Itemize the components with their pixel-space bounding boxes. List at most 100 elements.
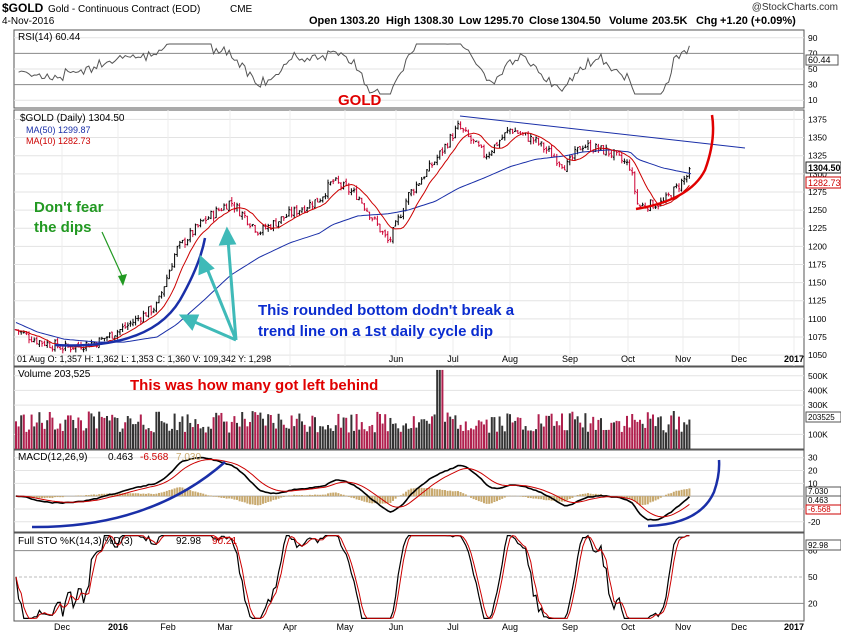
volume-bar [420,419,423,449]
volume-bar [472,429,475,449]
macd-histogram-bar [46,496,49,498]
volume-bar [298,413,301,449]
macd-histogram-bar [277,496,280,499]
macd-histogram-bar [288,495,290,497]
macd-histogram-bar [327,493,329,497]
volume-bar [301,421,303,449]
macd-histogram-bar [425,488,428,497]
macd-histogram-bar [464,494,467,497]
volume-bar [56,428,59,449]
volume-tick-label: 100K [808,429,828,439]
volume-bar [35,422,38,449]
volume-bar [347,432,350,449]
rsi-tick-label: 90 [808,33,818,43]
macd-histogram-bar [353,496,355,499]
macd-histogram-bar [555,496,558,502]
macd-histogram-bar [290,495,293,497]
macd-histogram-bar [542,496,545,500]
x-axis-label: Dec [54,622,71,632]
volume-bar [532,431,535,449]
macd-histogram-bar [90,494,93,497]
macd-histogram-bar [272,496,275,501]
volume-panel: Volume 203,525 This was how many got lef… [13,366,841,450]
volume-bar [121,428,124,449]
macd-histogram-bar [665,494,667,497]
price-tick-label: 1250 [808,205,827,215]
volume-bar [607,429,610,449]
volume-bar [176,430,179,449]
volume-bar [124,422,127,449]
volume-bar [626,415,628,449]
volume-bar [680,431,683,449]
macd-histogram-bar [535,496,537,499]
macd-histogram-bar [158,492,160,497]
macd-histogram-bar [672,491,675,497]
macd-histogram-bar [438,489,441,497]
volume-tick-label: 500K [808,371,828,381]
macd-histogram-bar [490,496,493,504]
macd-histogram-bar [394,496,397,499]
price-tick-label: 1225 [808,223,827,233]
low-value: 1295.70 [484,15,524,27]
volume-bar [639,419,641,449]
macd-histogram-bar [402,493,405,497]
volume-bar [490,417,493,449]
macd-histogram-bar [659,496,662,498]
volume-bar [267,414,270,449]
macd-histogram-bar [98,494,101,497]
volume-bar [641,423,644,449]
macd-histogram-bar [444,490,446,497]
volume-bar [384,414,387,449]
volume-bar [620,431,623,449]
macd-histogram-bar [225,496,228,499]
volume-bar [290,415,293,449]
macd-histogram-bar [95,494,98,497]
macd-histogram-bar [243,496,246,503]
macd-histogram-bar [649,496,652,503]
volume-bar [675,429,678,449]
sto-tick-label: 50 [808,572,818,582]
macd-histogram-bar [147,493,150,497]
volume-bar [321,426,324,449]
volume-bar [366,431,368,449]
macd-histogram-bar [537,496,540,500]
volume-bar [358,429,361,449]
macd-histogram-bar [129,493,132,497]
macd-histogram-bar [451,491,454,497]
macd-histogram-bar [56,496,59,498]
volume-bar [610,422,613,449]
macd-histogram-bar [345,495,348,497]
price-panel: $GOLD (Daily) 1304.50 MA(50) 1299.87 MA(… [13,92,841,367]
volume-bar [225,421,228,449]
volume-bar [488,432,491,449]
volume-bar [667,424,670,449]
macd-histogram-bar [254,496,257,506]
volume-bars [15,369,691,449]
rsi-tick-label: 50 [808,64,818,74]
macd-histogram-bar [210,495,212,497]
macd-histogram-bar [184,488,186,497]
macd-histogram-bar [584,493,587,497]
x-axis-label: Apr [283,622,297,632]
macd-histogram-bar [215,496,218,497]
macd-histogram-bar [646,496,649,505]
volume-bar [412,416,415,449]
chg-label: Chg [696,15,717,27]
volume-bar [672,411,675,449]
macd-histogram-bar [678,490,680,497]
macd-histogram-bar [168,490,171,497]
macd-histogram-bar [267,496,270,502]
volume-bar [43,428,46,449]
macd-histogram-bar [633,496,636,502]
volume-bar [316,432,319,449]
volume-bar [295,418,298,449]
price-tick-label: 1200 [808,241,827,251]
volume-bar [293,426,296,449]
x-axis-label: Jul [447,622,459,632]
volume-bar [566,430,569,449]
macd-histogram-bar [592,494,595,497]
macd-histogram-bar [77,495,80,497]
volume-bar [584,413,587,449]
x-axis-label: Aug [502,622,518,632]
volume-bar [501,425,504,449]
